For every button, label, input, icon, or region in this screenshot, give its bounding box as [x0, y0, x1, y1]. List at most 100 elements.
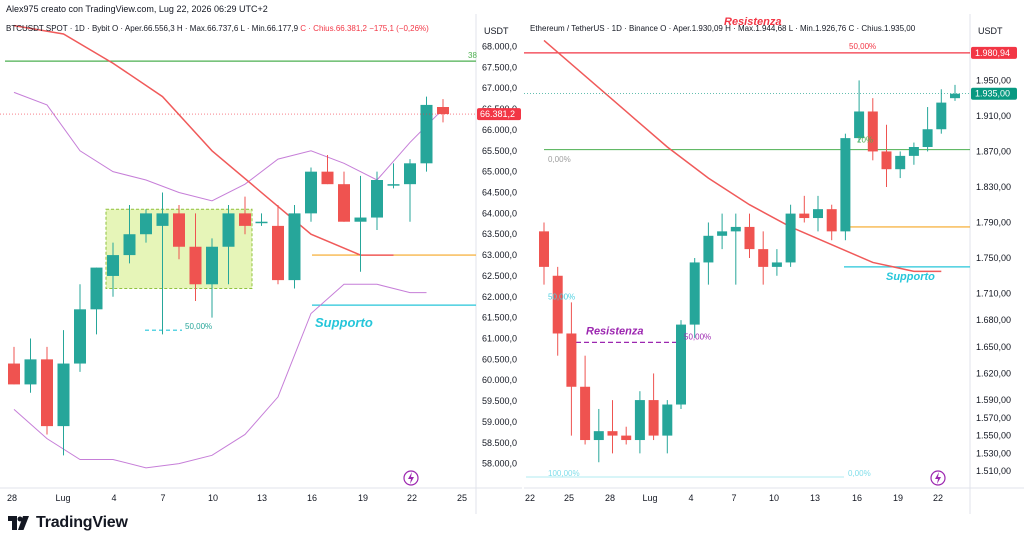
- candle-body: [57, 363, 70, 427]
- right-time-tick: 7: [731, 493, 736, 503]
- tradingview-brand-text: TradingView: [36, 514, 128, 531]
- candle-body: [758, 249, 769, 267]
- left-legend-low: L · Min.66.177,9: [240, 24, 299, 33]
- left-time-tick: 10: [208, 493, 218, 503]
- candle-body: [867, 111, 878, 152]
- candle-body: [24, 359, 37, 385]
- right-current-price-badge: [971, 87, 1017, 100]
- right-price-tick: 1.650,00: [976, 342, 1011, 352]
- bollinger-upper-band: [13, 91, 444, 202]
- left-price-tick: 59.000,0: [482, 417, 517, 427]
- candle-body: [634, 400, 645, 441]
- left-price-tick: 59.500,0: [482, 396, 517, 406]
- right-time-tick: 4: [688, 493, 693, 503]
- candle-body: [371, 180, 383, 218]
- left-price-tick: 66.000,0: [482, 125, 517, 135]
- left-time-tick: 16: [307, 493, 317, 503]
- right-legend-open: O · Aper.1.930,09: [660, 24, 723, 33]
- left-time-tick: Lug: [55, 493, 70, 503]
- right-price-tick: 1.550,00: [976, 431, 1011, 441]
- right-lightning-icon: [935, 472, 941, 484]
- candle-body: [621, 435, 632, 441]
- left-time-tick: 25: [457, 493, 467, 503]
- right-support-label: Supporto: [886, 271, 935, 283]
- candle-body: [404, 163, 416, 185]
- left-alert-icon: [403, 470, 419, 486]
- candle-body: [173, 213, 185, 247]
- candle-body: [140, 213, 152, 235]
- left-legend-symbol: BTCUSDT SPOT · 1D · Bybit: [6, 24, 110, 33]
- candle-body: [74, 309, 86, 364]
- candle-body: [908, 147, 919, 156]
- candle-body: [338, 184, 350, 222]
- candle-body: [648, 400, 659, 436]
- candle-body: [922, 129, 933, 147]
- right-alert-icon: [930, 470, 946, 486]
- left-legend-close: C · Chius.66.381,2: [300, 24, 367, 33]
- candle-body: [881, 151, 892, 170]
- right-fib-20-label: 20%: [857, 136, 873, 145]
- candle-body: [239, 213, 251, 226]
- footer-branding[interactable]: TradingView: [8, 514, 128, 532]
- candle-body: [854, 111, 865, 139]
- right-legend: Ethereum / TetherUS · 1D · Binance O · A…: [530, 24, 915, 33]
- left-price-tick: 60.000,0: [482, 375, 517, 385]
- candle-body: [580, 386, 591, 441]
- left-lightning-icon: [408, 472, 414, 484]
- right-time-tick: 22: [525, 493, 535, 503]
- candle-body: [539, 231, 549, 267]
- candle-body: [552, 275, 563, 334]
- right-price-tick: 1.680,00: [976, 315, 1011, 325]
- right-time-tick: 25: [564, 493, 574, 503]
- candle-body: [936, 102, 947, 130]
- left-price-tick: 65.500,0: [482, 146, 517, 156]
- right-time-tick: 10: [769, 493, 779, 503]
- left-currency-label: USDT: [484, 26, 509, 36]
- right-current-price-label: 1.935,00: [975, 89, 1010, 99]
- bollinger-lower-band: [13, 283, 427, 469]
- right-legend-high: H · Max.1.944,68: [725, 24, 787, 33]
- candle-body: [689, 262, 700, 325]
- left-chart-svg[interactable]: 68.000,067.500,067.000,066.500,066.000,0…: [0, 14, 522, 514]
- candle-body: [8, 363, 20, 385]
- right-price-tick: 1.870,00: [976, 146, 1011, 156]
- candle-body: [895, 155, 906, 170]
- left-time-tick: 28: [7, 493, 17, 503]
- right-time-tick: 16: [852, 493, 862, 503]
- right-time-tick: 13: [810, 493, 820, 503]
- candle-body: [785, 213, 796, 263]
- left-legend-open: O · Aper.66.556,3: [111, 24, 175, 33]
- left-support-label: Supporto: [315, 315, 373, 330]
- candle-body: [730, 226, 741, 232]
- left-current-price-label: 66.381,2: [480, 109, 515, 119]
- candle-body: [717, 231, 728, 236]
- candle-body: [950, 93, 960, 99]
- left-price-tick: 64.000,0: [482, 208, 517, 218]
- candle-body: [123, 234, 136, 256]
- left-current-price-badge: [477, 108, 521, 121]
- candle-body: [799, 213, 810, 219]
- right-chart-pane[interactable]: 1.950,00 1.910,00 1.870,00 1.830,00 1.790,00…: [524, 14, 1024, 514]
- right-price-tick: 1.590,00: [976, 395, 1011, 405]
- candle-body: [222, 213, 235, 247]
- left-time-tick: 13: [257, 493, 267, 503]
- candle-body: [437, 107, 449, 115]
- candle-body: [420, 104, 433, 164]
- right-price-tick: 1.790,00: [976, 217, 1011, 227]
- right-price-tick: 1.570,00: [976, 413, 1011, 423]
- right-chart-svg[interactable]: 1.950,00 1.910,00 1.870,00 1.830,00 1.790,00…: [524, 14, 1024, 514]
- candle-body: [206, 246, 218, 285]
- right-fib-50-label: 50,00%: [548, 292, 575, 301]
- resistance-top-label: Resistenza: [724, 16, 781, 28]
- left-price-tick: 61.500,0: [482, 313, 517, 323]
- left-chart-pane[interactable]: 68.000,067.500,067.000,066.500,066.000,0…: [0, 14, 522, 514]
- candle-body: [90, 267, 103, 310]
- candle-body: [840, 138, 851, 232]
- right-fib-100-label: 100,00%: [548, 469, 580, 478]
- candle-body: [189, 246, 202, 285]
- right-fib-0-label: 0,00%: [548, 155, 571, 164]
- candle-body: [813, 209, 823, 219]
- right-time-tick: Lug: [642, 493, 657, 503]
- right-legend-low: L · Min.1.926,76: [788, 24, 847, 33]
- left-price-tick: 63.000,0: [482, 250, 517, 260]
